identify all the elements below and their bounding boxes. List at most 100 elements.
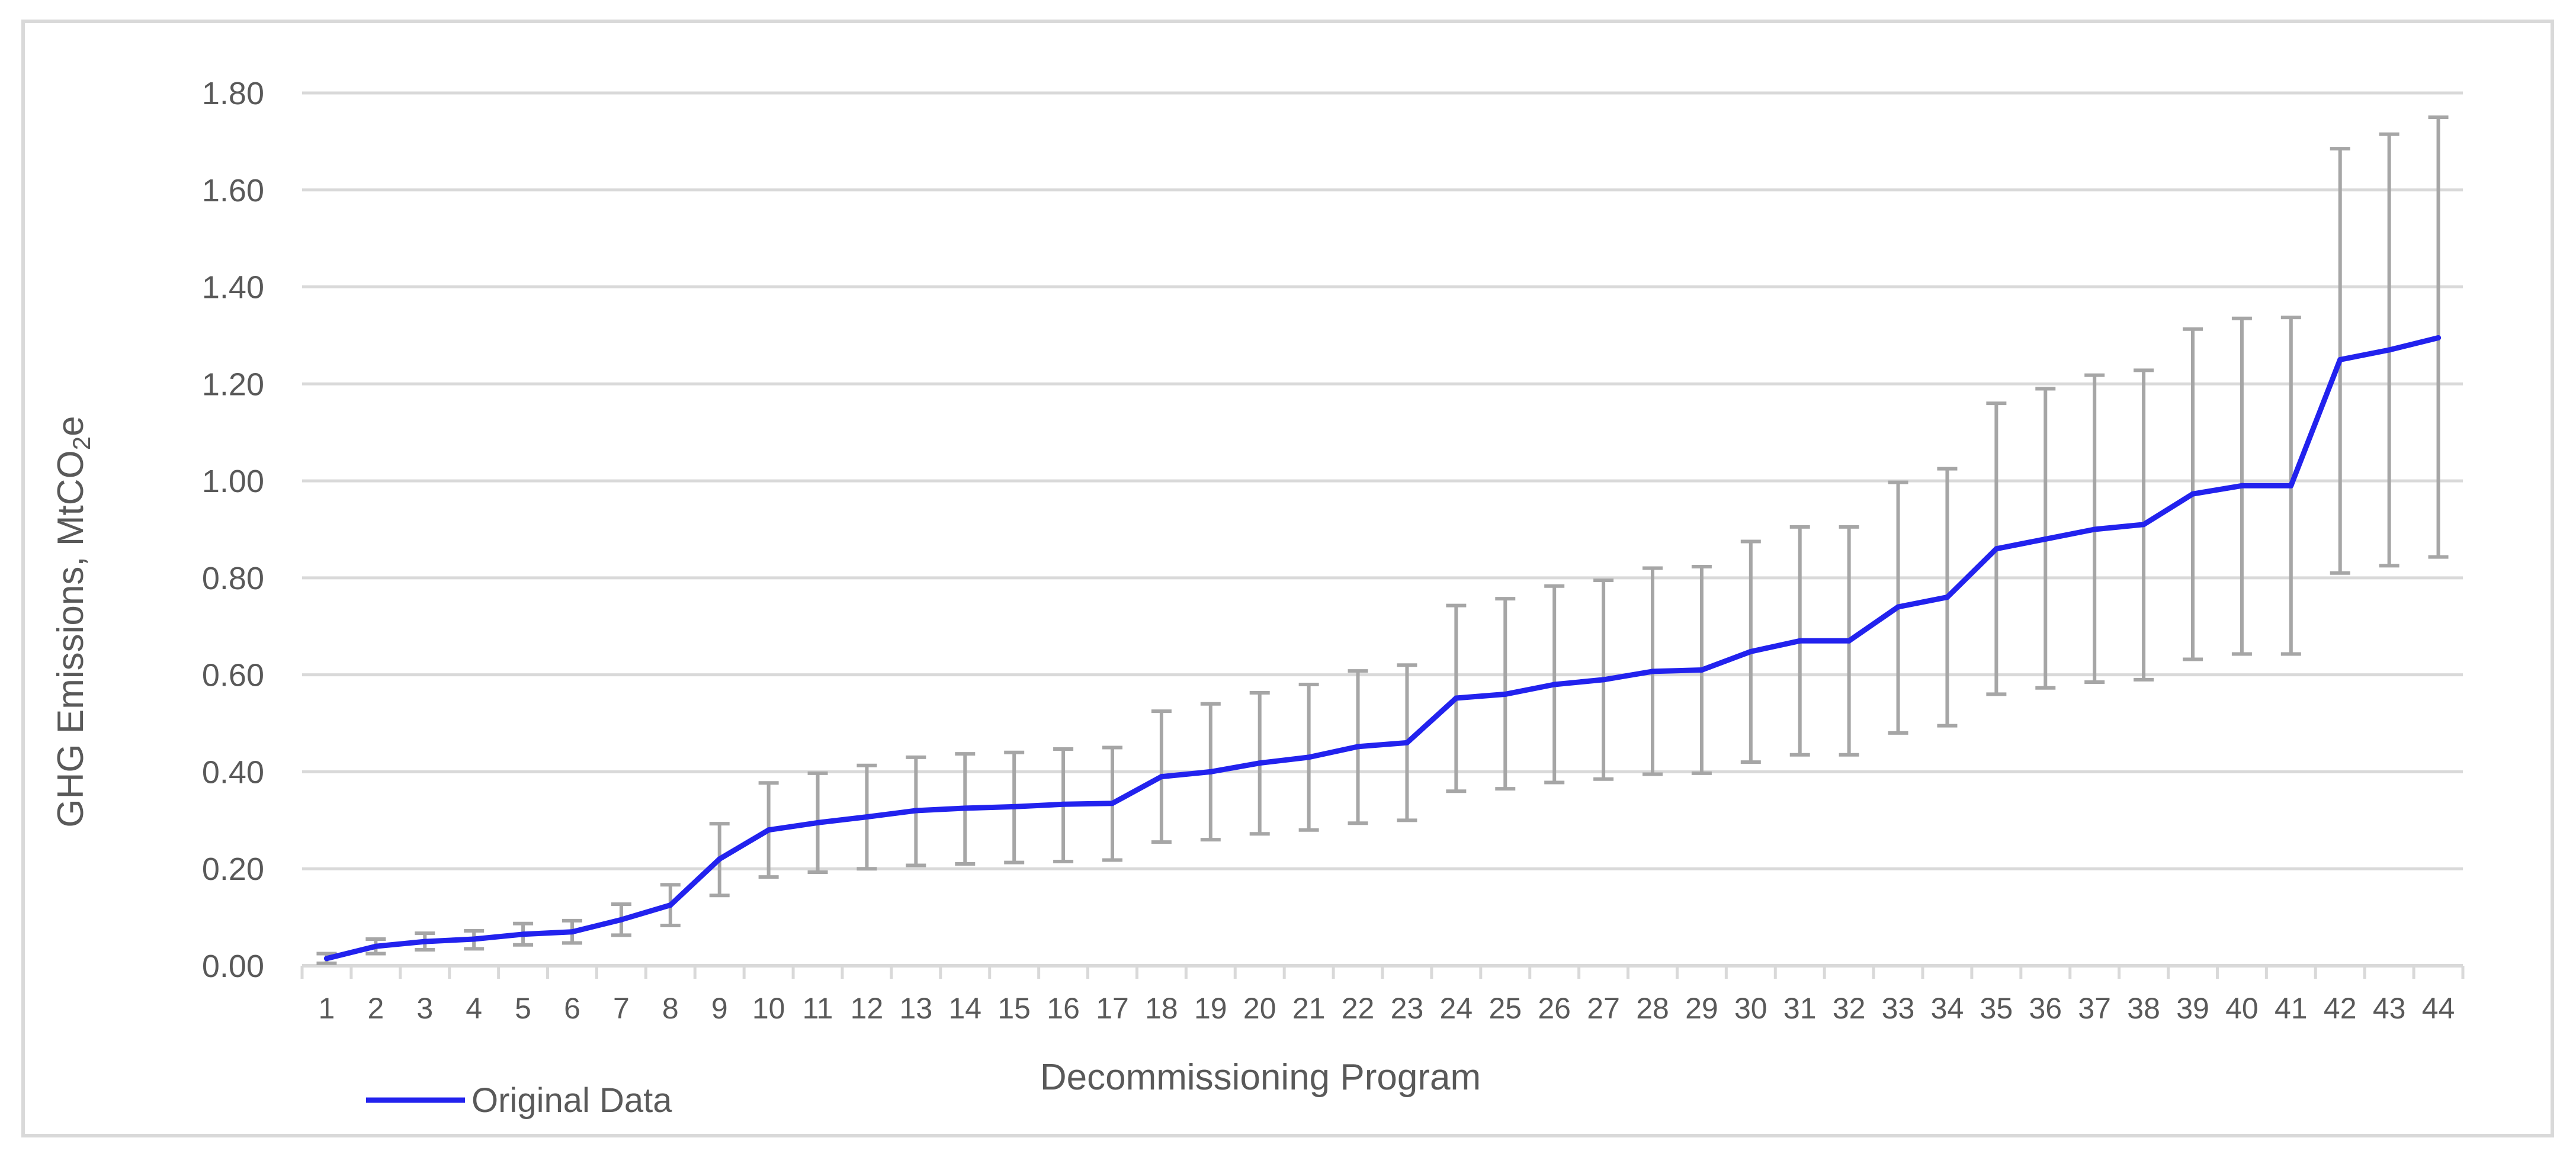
y-tick-label: 0.00 [202, 949, 264, 984]
data-point [1060, 801, 1066, 807]
x-tick-label: 15 [997, 992, 1031, 1025]
x-tick-label: 42 [2324, 992, 2357, 1025]
x-tick-label: 41 [2275, 992, 2308, 1025]
x-tick-label: 12 [851, 992, 884, 1025]
x-tick-label: 35 [1980, 992, 2013, 1025]
x-tick-label: 25 [1489, 992, 1522, 1025]
x-tick-label: 6 [564, 992, 580, 1025]
data-point [1011, 804, 1017, 809]
x-tick-label: 30 [1734, 992, 1767, 1025]
x-tick-label: 10 [752, 992, 785, 1025]
data-point [1109, 801, 1115, 806]
data-point [1551, 682, 1557, 687]
x-tick-label: 36 [2029, 992, 2062, 1025]
legend: Original Data [366, 1081, 672, 1120]
x-axis-ticks: 1 2 3 4 5 6 7 8 9 10 11 12 13 14 15 16 17 18 19 20 21 22 23 24 2… [319, 992, 2455, 1025]
data-point [962, 805, 968, 811]
y-tick-label: 1.40 [202, 270, 264, 306]
x-axis-title: Decommissioning Program [1040, 1057, 1481, 1098]
y-axis-title: GHG Emissions, MtCO2e [50, 416, 95, 827]
data-point [766, 827, 772, 833]
data-point [1600, 677, 1606, 683]
x-tick-label: 11 [803, 992, 833, 1025]
x-tick-label: 19 [1194, 992, 1227, 1025]
data-point [323, 956, 329, 962]
x-tick-label: 39 [2176, 992, 2209, 1025]
x-tick-label: 3 [416, 992, 433, 1025]
data-point [1895, 604, 1901, 610]
y-tick-label: 0.40 [202, 754, 264, 790]
y-axis-title-subscript: 2 [68, 436, 95, 450]
data-point [373, 943, 378, 949]
x-tick-label: 2 [367, 992, 384, 1025]
x-tick-label: 5 [515, 992, 531, 1025]
data-point [1355, 744, 1361, 750]
x-tick-label: 38 [2127, 992, 2160, 1025]
x-tick-label: 27 [1587, 992, 1620, 1025]
data-point [2042, 536, 2048, 542]
y-tick-label: 1.20 [202, 367, 264, 402]
data-point [1748, 648, 1754, 654]
x-tick-label: 13 [900, 992, 933, 1025]
data-point [2190, 491, 2196, 497]
error-bars [316, 115, 2449, 965]
x-tick-label: 14 [948, 992, 981, 1025]
data-point [1502, 691, 1508, 697]
data-point [2288, 483, 2294, 488]
data-point [1257, 760, 1263, 766]
data-point [1993, 546, 1999, 552]
data-point [864, 814, 870, 820]
data-point [913, 808, 919, 814]
data-point [1159, 774, 1165, 780]
x-axis [300, 964, 2465, 979]
x-tick-label: 21 [1292, 992, 1326, 1025]
data-point [1453, 695, 1459, 701]
data-point [2239, 483, 2245, 488]
x-tick-label: 44 [2422, 992, 2455, 1025]
y-axis-ticks: 0.00 0.20 0.40 0.60 0.80 1.00 1.20 1.40 1.60 1.80 [202, 76, 264, 984]
data-point [1846, 638, 1852, 644]
x-tick-label: 1 [319, 992, 335, 1025]
data-point [668, 902, 673, 908]
data-point [1650, 669, 1656, 674]
data-point [1208, 769, 1214, 774]
series-layer [323, 335, 2442, 962]
data-point [471, 936, 477, 942]
data-point [569, 929, 575, 935]
data-point [815, 819, 821, 825]
data-point [1306, 754, 1312, 760]
data-point [1944, 594, 1950, 600]
x-tick-label: 22 [1342, 992, 1375, 1025]
data-point [2436, 335, 2442, 341]
x-tick-label: 7 [613, 992, 630, 1025]
data-point [717, 856, 723, 862]
x-tick-label: 37 [2078, 992, 2111, 1025]
data-point [2386, 347, 2392, 353]
legend-label-original-data: Original Data [471, 1081, 672, 1120]
x-tick-label: 23 [1391, 992, 1424, 1025]
x-tick-label: 40 [2225, 992, 2259, 1025]
x-tick-label: 4 [466, 992, 482, 1025]
data-point [1797, 638, 1803, 644]
y-tick-label: 0.20 [202, 851, 264, 887]
x-tick-label: 9 [711, 992, 728, 1025]
y-tick-label: 0.60 [202, 658, 264, 693]
data-point [422, 939, 428, 944]
x-tick-label: 31 [1783, 992, 1817, 1025]
data-point [1699, 667, 1705, 673]
x-tick-label: 43 [2373, 992, 2406, 1025]
x-tick-label: 17 [1096, 992, 1129, 1025]
gridlines [302, 91, 2463, 870]
x-tick-label: 8 [662, 992, 679, 1025]
data-point [1404, 740, 1410, 745]
data-point [2141, 522, 2147, 528]
x-tick-label: 24 [1440, 992, 1473, 1025]
x-tick-label: 18 [1145, 992, 1178, 1025]
data-point [2091, 526, 2097, 532]
data-point [520, 931, 526, 937]
x-tick-label: 29 [1685, 992, 1718, 1025]
x-tick-label: 28 [1636, 992, 1669, 1025]
y-tick-label: 1.80 [202, 76, 264, 111]
y-tick-label: 1.00 [202, 464, 264, 499]
y-axis-title-tail: e [50, 416, 91, 436]
